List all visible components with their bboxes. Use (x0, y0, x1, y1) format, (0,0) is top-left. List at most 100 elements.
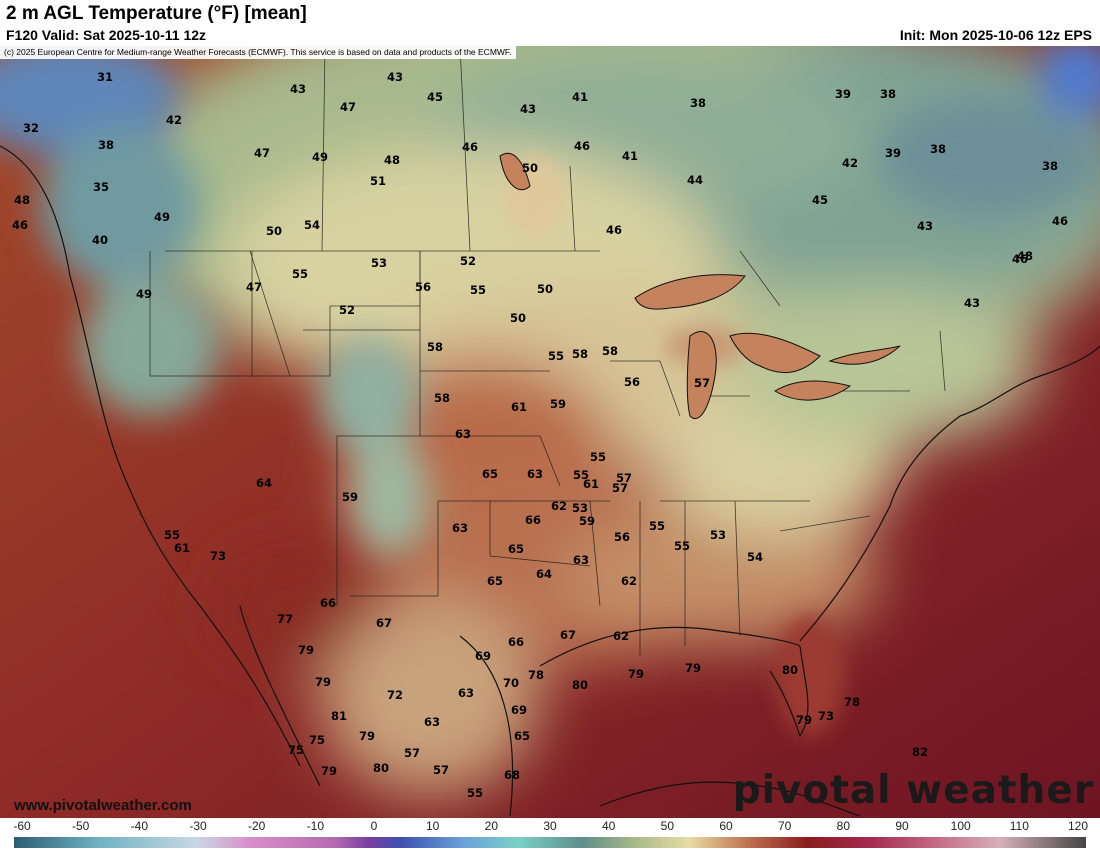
scale-tick-label: 120 (1067, 819, 1089, 833)
temperature-value: 42 (842, 156, 858, 170)
temperature-value: 43 (520, 102, 536, 116)
temperature-value: 56 (415, 280, 431, 294)
scale-tick-label: -50 (71, 819, 90, 833)
temperature-value: 67 (560, 628, 576, 642)
temperature-value: 63 (424, 715, 440, 729)
temperature-value: 45 (427, 90, 443, 104)
temperature-value: 53 (572, 501, 588, 515)
scale-tick-label: 0 (370, 819, 378, 833)
temperature-value: 47 (254, 146, 270, 160)
temperature-value: 65 (508, 542, 524, 556)
coastlines (0, 145, 1100, 817)
scale-tick-label: 60 (719, 819, 733, 833)
temperature-value: 63 (452, 521, 468, 535)
temperature-value: 57 (616, 471, 632, 485)
temperature-value: 55 (590, 450, 606, 464)
temperature-value: 80 (572, 678, 588, 692)
init-time: Init: Mon 2025-10-06 12z EPS (899, 27, 1092, 43)
temperature-value: 58 (434, 391, 450, 405)
temperature-value: 31 (97, 70, 113, 84)
temperature-value: 63 (455, 427, 471, 441)
temperature-value: 55 (292, 267, 308, 281)
temperature-value: 57 (694, 376, 710, 390)
scale-tick-label: 90 (895, 819, 909, 833)
temperature-value: 79 (359, 729, 375, 743)
temperature-value: 48 (384, 153, 400, 167)
scale-tick-label: 110 (1009, 819, 1029, 833)
temperature-value: 43 (917, 219, 933, 233)
temperature-value: 55 (548, 349, 564, 363)
temperature-value: 63 (527, 467, 543, 481)
color-scale-bar (14, 837, 1086, 848)
temperature-value: 59 (342, 490, 358, 504)
temperature-value: 73 (818, 709, 834, 723)
temperature-value: 54 (747, 550, 763, 564)
temperature-value: 40 (92, 233, 108, 247)
temperature-value: 63 (458, 686, 474, 700)
temperature-value: 56 (614, 530, 630, 544)
temperature-value: 78 (844, 695, 860, 709)
temperature-value: 58 (427, 340, 443, 354)
temperature-value: 82 (912, 745, 928, 759)
temperature-value: 50 (537, 282, 553, 296)
temperature-value: 65 (487, 574, 503, 588)
temperature-value: 66 (320, 596, 336, 610)
temperature-value: 62 (621, 574, 637, 588)
scale-tick-label: -10 (306, 819, 324, 833)
temperature-value: 48 (14, 193, 30, 207)
copyright-notice: (c) 2025 European Centre for Medium-rang… (0, 46, 516, 59)
scale-tick-label: 30 (543, 819, 557, 833)
temperature-value: 57 (404, 746, 420, 760)
temperature-value: 80 (782, 663, 798, 677)
temperature-value: 68 (504, 768, 520, 782)
temperature-value: 38 (98, 138, 114, 152)
temperature-value: 57 (612, 481, 628, 495)
scale-tick-label: 20 (484, 819, 499, 833)
temperature-value: 50 (510, 311, 526, 325)
temperature-value: 79 (685, 661, 701, 675)
map-title: 2 m AGL Temperature (°F) [mean] (6, 3, 307, 24)
temperature-value: 66 (508, 635, 524, 649)
temperature-value: 46 (1012, 252, 1028, 266)
temperature-value: 48 (1017, 249, 1033, 263)
temperature-value: 38 (880, 87, 896, 101)
temperature-value: 59 (550, 397, 566, 411)
temperature-value: 45 (812, 193, 828, 207)
temperature-value: 57 (433, 763, 449, 777)
temperature-value: 49 (312, 150, 328, 164)
temperature-value: 52 (339, 303, 355, 317)
temperature-value: 54 (304, 218, 320, 232)
header: 2 m AGL Temperature (°F) [mean] F120 Val… (0, 0, 1100, 46)
temperature-value: 46 (12, 218, 28, 232)
temperature-value: 47 (340, 100, 356, 114)
scale-tick-label: -20 (247, 819, 266, 833)
temperature-value: 63 (573, 553, 589, 567)
temperature-value: 64 (536, 567, 552, 581)
temperature-value: 78 (528, 668, 544, 682)
temperature-value: 81 (331, 709, 347, 723)
temperature-map[interactable]: 31 43 43 45 41 38 39 38 32 42 47 43 46 41 38 42 47 49 48 46… (0, 46, 1100, 818)
temperature-value: 64 (256, 476, 272, 490)
temperature-value: 53 (710, 528, 726, 542)
temperature-value: 41 (622, 149, 638, 163)
temperature-value: 38 (1042, 159, 1058, 173)
temperature-value: 50 (266, 224, 282, 238)
website-label[interactable]: www.pivotalweather.com (14, 797, 192, 814)
scale-tick-label: -60 (13, 819, 31, 833)
temperature-value: 46 (574, 139, 590, 153)
scale-tick-label: 100 (950, 819, 971, 833)
scale-tick-label: -40 (130, 819, 148, 833)
temperature-value: 46 (1052, 214, 1068, 228)
valid-time: F120 Valid: Sat 2025-10-11 12z (6, 27, 207, 43)
scale-tick-label: 40 (601, 819, 616, 833)
temperature-value: 39 (885, 146, 901, 160)
temperature-value: 47 (246, 280, 262, 294)
temperature-value: 46 (606, 223, 622, 237)
temperature-value: 80 (373, 761, 389, 775)
temperature-value: 69 (511, 703, 527, 717)
temperature-value: 62 (551, 499, 567, 513)
temperature-value: 56 (624, 375, 640, 389)
temperature-value: 65 (482, 467, 498, 481)
